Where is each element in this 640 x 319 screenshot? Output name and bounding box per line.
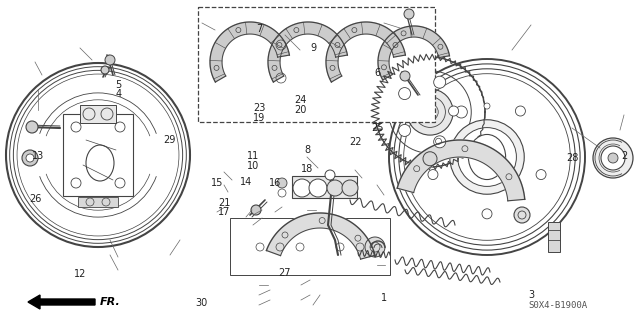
Circle shape	[365, 237, 385, 257]
Text: 28: 28	[566, 153, 579, 163]
Bar	[230, 218, 390, 275]
Bar	[78, 197, 118, 207]
Bar	[80, 105, 116, 123]
Text: 6: 6	[374, 68, 381, 78]
Circle shape	[251, 205, 261, 215]
Text: 14: 14	[240, 177, 253, 187]
Text: 7: 7	[256, 24, 262, 34]
Text: 8: 8	[304, 145, 310, 155]
Text: 10: 10	[246, 161, 259, 171]
FancyArrow shape	[28, 295, 95, 309]
Text: 22: 22	[349, 137, 362, 147]
Circle shape	[515, 106, 525, 116]
Circle shape	[455, 106, 467, 118]
Text: 23: 23	[253, 103, 266, 114]
Circle shape	[101, 66, 109, 74]
Polygon shape	[266, 213, 375, 259]
Text: 30: 30	[195, 298, 208, 308]
Circle shape	[449, 106, 459, 116]
Text: 15: 15	[211, 178, 224, 189]
Polygon shape	[378, 26, 449, 80]
Circle shape	[26, 121, 38, 133]
Text: 18: 18	[301, 164, 314, 174]
Text: 19: 19	[253, 113, 266, 123]
Circle shape	[327, 180, 343, 196]
Text: 2: 2	[621, 151, 627, 161]
Circle shape	[277, 178, 287, 188]
Circle shape	[309, 179, 327, 197]
Text: 26: 26	[29, 194, 42, 204]
Circle shape	[436, 138, 442, 144]
Circle shape	[434, 136, 445, 148]
Text: 11: 11	[246, 151, 259, 161]
Text: S0X4-B1900A: S0X4-B1900A	[529, 300, 588, 309]
Polygon shape	[268, 22, 348, 82]
Circle shape	[514, 207, 530, 223]
Bar	[198, 7, 435, 122]
Circle shape	[593, 138, 633, 178]
Circle shape	[482, 209, 492, 219]
Text: 4: 4	[115, 89, 122, 99]
Polygon shape	[397, 140, 525, 201]
Circle shape	[450, 120, 524, 194]
Circle shape	[458, 128, 516, 186]
Text: 27: 27	[278, 268, 291, 278]
Circle shape	[601, 146, 625, 170]
Circle shape	[22, 150, 38, 166]
Circle shape	[342, 180, 358, 196]
Text: 3: 3	[528, 290, 534, 300]
Circle shape	[293, 179, 311, 197]
Circle shape	[400, 71, 410, 81]
Text: FR.: FR.	[100, 297, 121, 307]
Bar	[63, 114, 133, 196]
Text: 24: 24	[294, 95, 307, 106]
Text: 5: 5	[115, 79, 122, 90]
Ellipse shape	[468, 135, 506, 180]
Bar	[548, 222, 560, 252]
Circle shape	[399, 124, 411, 137]
Circle shape	[423, 152, 437, 166]
Text: 20: 20	[294, 105, 307, 115]
Circle shape	[434, 76, 445, 88]
Circle shape	[407, 89, 453, 135]
Circle shape	[428, 170, 438, 180]
Polygon shape	[326, 22, 405, 82]
Circle shape	[26, 154, 34, 162]
Text: 13: 13	[32, 151, 45, 161]
Bar	[292, 176, 357, 198]
Circle shape	[325, 170, 335, 180]
Polygon shape	[210, 22, 289, 82]
Text: 29: 29	[163, 135, 176, 145]
Circle shape	[105, 55, 115, 65]
Text: 25: 25	[371, 122, 384, 133]
Text: 21: 21	[218, 197, 230, 208]
Circle shape	[608, 153, 618, 163]
Circle shape	[536, 170, 546, 180]
Circle shape	[399, 88, 411, 100]
Text: 1: 1	[381, 293, 387, 303]
Circle shape	[422, 104, 438, 120]
Circle shape	[404, 9, 414, 19]
Text: 12: 12	[74, 269, 86, 279]
Text: 17: 17	[218, 207, 230, 217]
Text: 16: 16	[269, 178, 282, 189]
Text: 9: 9	[310, 43, 317, 53]
Circle shape	[484, 103, 490, 109]
Ellipse shape	[86, 145, 114, 181]
